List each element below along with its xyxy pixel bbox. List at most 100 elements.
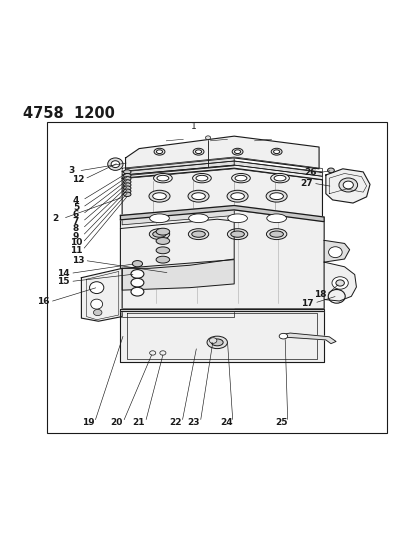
Text: 3: 3 [69, 166, 75, 175]
Ellipse shape [131, 270, 144, 278]
Ellipse shape [235, 175, 247, 181]
Ellipse shape [188, 229, 209, 239]
Ellipse shape [153, 193, 166, 199]
Ellipse shape [124, 173, 131, 178]
Ellipse shape [124, 186, 131, 190]
Ellipse shape [124, 183, 131, 187]
Bar [47, 122, 387, 433]
Polygon shape [120, 311, 324, 362]
Polygon shape [122, 161, 322, 176]
Text: 20: 20 [111, 418, 123, 427]
Ellipse shape [91, 299, 103, 309]
Ellipse shape [160, 351, 166, 355]
Ellipse shape [227, 229, 248, 239]
Ellipse shape [188, 214, 208, 223]
Text: 27: 27 [300, 179, 313, 188]
Ellipse shape [124, 192, 131, 197]
Ellipse shape [271, 173, 289, 183]
Text: 2: 2 [53, 214, 59, 223]
Text: 14: 14 [58, 269, 70, 278]
Text: 16: 16 [37, 297, 50, 306]
Text: 4: 4 [73, 196, 79, 205]
Ellipse shape [192, 193, 205, 199]
Text: 19: 19 [82, 418, 94, 427]
Ellipse shape [188, 190, 209, 202]
Polygon shape [126, 136, 319, 169]
Text: 5: 5 [73, 203, 79, 212]
Ellipse shape [131, 287, 144, 296]
Ellipse shape [343, 181, 353, 189]
Ellipse shape [149, 229, 170, 239]
Text: 7: 7 [73, 217, 79, 227]
Text: 18: 18 [314, 290, 326, 300]
Ellipse shape [195, 150, 202, 154]
Ellipse shape [332, 277, 348, 289]
Text: 24: 24 [220, 418, 233, 427]
Text: 25: 25 [275, 418, 288, 427]
Text: 9: 9 [73, 231, 79, 240]
Ellipse shape [108, 158, 123, 171]
Ellipse shape [93, 310, 102, 316]
Text: 4758  1200: 4758 1200 [23, 106, 115, 121]
Polygon shape [126, 158, 234, 176]
Text: 13: 13 [72, 256, 84, 265]
Ellipse shape [149, 190, 170, 202]
Polygon shape [324, 240, 350, 262]
Text: 12: 12 [72, 175, 84, 183]
Ellipse shape [193, 148, 204, 155]
Polygon shape [120, 219, 234, 268]
Ellipse shape [111, 161, 120, 167]
Ellipse shape [156, 150, 162, 154]
Ellipse shape [150, 351, 156, 355]
Text: 10: 10 [70, 238, 82, 247]
Ellipse shape [328, 168, 334, 173]
Text: 21: 21 [133, 418, 145, 427]
Polygon shape [122, 165, 322, 180]
Polygon shape [120, 309, 234, 317]
Ellipse shape [124, 169, 131, 174]
Ellipse shape [206, 136, 211, 140]
Polygon shape [282, 333, 336, 344]
Ellipse shape [336, 280, 344, 286]
Ellipse shape [231, 193, 244, 199]
Ellipse shape [274, 150, 280, 154]
Text: 23: 23 [188, 418, 200, 427]
Polygon shape [122, 206, 234, 225]
Ellipse shape [232, 148, 243, 155]
Ellipse shape [270, 231, 284, 237]
Ellipse shape [228, 214, 247, 223]
Ellipse shape [270, 193, 284, 199]
Ellipse shape [154, 148, 165, 155]
Ellipse shape [271, 148, 282, 155]
Ellipse shape [209, 338, 217, 343]
Text: 15: 15 [58, 277, 70, 286]
Ellipse shape [124, 176, 131, 181]
Ellipse shape [196, 175, 208, 181]
Ellipse shape [156, 238, 170, 245]
Ellipse shape [328, 247, 342, 257]
Ellipse shape [267, 214, 286, 223]
Ellipse shape [124, 180, 131, 184]
Ellipse shape [156, 247, 170, 254]
Polygon shape [82, 268, 122, 321]
Ellipse shape [89, 282, 104, 294]
Text: 6: 6 [73, 210, 79, 219]
Ellipse shape [274, 175, 286, 181]
Ellipse shape [235, 150, 241, 154]
Ellipse shape [192, 231, 205, 237]
Ellipse shape [156, 228, 170, 235]
Ellipse shape [266, 229, 287, 239]
Polygon shape [122, 260, 234, 290]
Ellipse shape [124, 189, 131, 193]
Text: 11: 11 [70, 246, 82, 255]
Ellipse shape [156, 256, 170, 263]
Polygon shape [120, 309, 324, 311]
Ellipse shape [231, 231, 244, 237]
Polygon shape [120, 206, 324, 222]
Ellipse shape [339, 178, 357, 192]
Text: 17: 17 [302, 298, 314, 308]
Ellipse shape [153, 231, 166, 237]
Polygon shape [120, 210, 324, 309]
Ellipse shape [279, 333, 288, 339]
Text: 8: 8 [73, 224, 79, 233]
